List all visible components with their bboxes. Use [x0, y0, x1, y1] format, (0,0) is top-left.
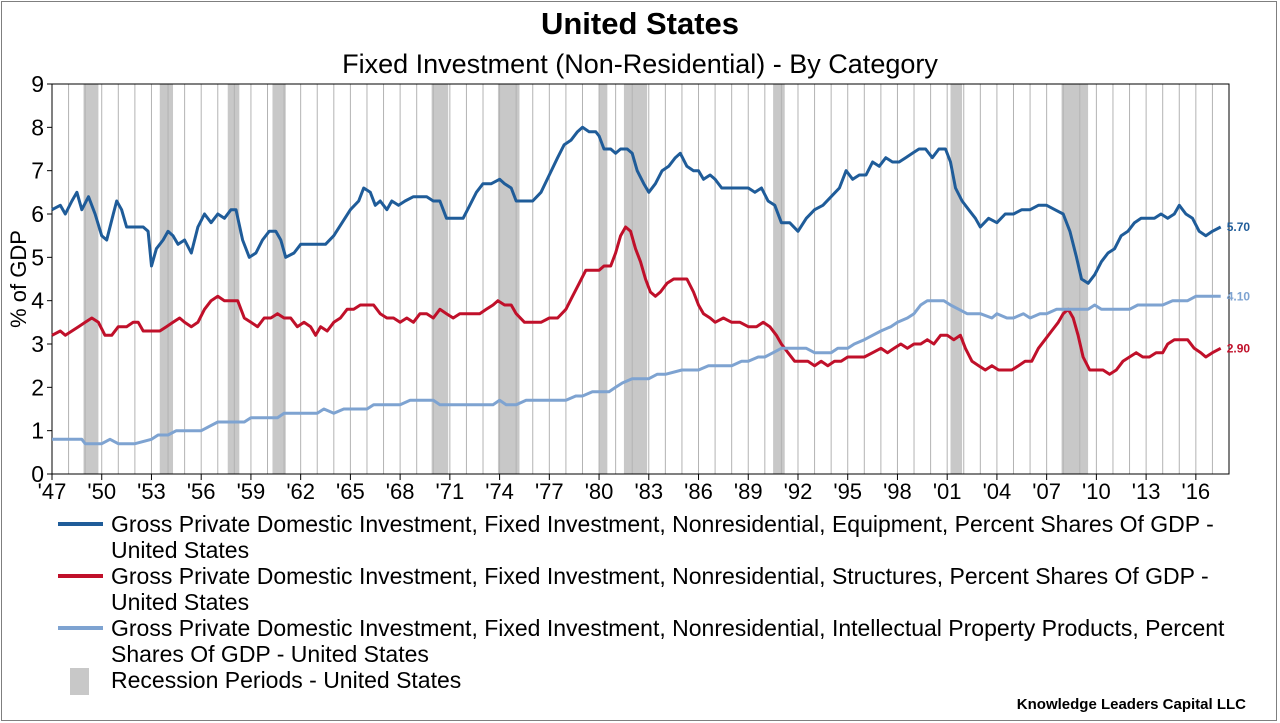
x-tick-label: '07	[1032, 479, 1061, 504]
x-tick-label: '98	[883, 479, 912, 504]
recession-band	[431, 84, 449, 474]
legend-swatch-equipment	[58, 522, 103, 526]
x-tick-label: '65	[336, 479, 365, 504]
source-note: Knowledge Leaders Capital LLC	[1016, 696, 1246, 713]
legend-swatch-ip-products	[58, 626, 103, 630]
x-tick-label: '04	[983, 479, 1012, 504]
legend-label-recessions: Recession Periods - United States	[111, 667, 462, 693]
y-tick-label: 2	[31, 374, 44, 400]
x-tick-label: '92	[784, 479, 813, 504]
x-tick-label: '68	[386, 479, 415, 504]
x-tick-label: '95	[833, 479, 862, 504]
series-line-1	[51, 225, 1222, 376]
legend-swatch-recessions	[70, 668, 89, 695]
recession-band	[623, 84, 648, 474]
recession-band	[227, 84, 240, 474]
x-tick-label: '56	[187, 479, 216, 504]
y-tick-label: 1	[31, 418, 44, 444]
recession-band	[599, 84, 608, 474]
x-tick-label: '53	[137, 479, 166, 504]
y-tick-label: 7	[31, 158, 44, 184]
series-end-label-0: 5.70	[1227, 220, 1251, 234]
recession-band	[159, 84, 174, 474]
recession-band	[83, 84, 99, 474]
chart-legend: Gross Private Domestic Investment, Fixed…	[58, 511, 1273, 695]
x-tick-label: '89	[734, 479, 763, 504]
x-tick-label: '16	[1182, 479, 1211, 504]
x-tick-label: '50	[87, 479, 116, 504]
x-tick-label: '62	[286, 479, 315, 504]
x-tick-label: '86	[684, 479, 713, 504]
legend-label-structures: Gross Private Domestic Investment, Fixed…	[111, 563, 1209, 615]
recession-band	[773, 84, 785, 474]
recession-band	[272, 84, 286, 474]
series-line-0	[51, 125, 1222, 285]
y-tick-label: 6	[31, 201, 44, 227]
series-end-label-1: 2.90	[1227, 341, 1251, 355]
y-tick-label: 0	[31, 461, 44, 487]
chart-title: United States	[540, 6, 740, 41]
x-tick-label: '77	[535, 479, 564, 504]
series-line-2	[52, 294, 1221, 446]
y-tick-label: 9	[31, 71, 44, 97]
recession-band	[950, 84, 963, 474]
legend-item-structures: Gross Private Domestic Investment, Fixed…	[58, 563, 1273, 615]
legend-item-ip-products: Gross Private Domestic Investment, Fixed…	[58, 615, 1273, 667]
x-tick-label: '71	[436, 479, 465, 504]
x-tick-label: '80	[585, 479, 614, 504]
legend-item-equipment: Gross Private Domestic Investment, Fixed…	[58, 511, 1273, 563]
x-tick-label: '01	[933, 479, 962, 504]
series-end-label-2: 4.10	[1227, 289, 1251, 303]
legend-item-recessions: Recession Periods - United States	[58, 667, 1273, 695]
plot-area-border	[51, 83, 1230, 475]
y-axis-label: % of GDP	[6, 230, 31, 328]
chart-subtitle: Fixed Investment (Non-Residential) - By …	[342, 49, 938, 79]
legend-label-equipment: Gross Private Domestic Investment, Fixed…	[111, 511, 1214, 563]
y-tick-label: 8	[31, 114, 44, 140]
x-tick-label: '13	[1132, 479, 1161, 504]
legend-label-ip-products: Gross Private Domestic Investment, Fixed…	[111, 615, 1225, 667]
y-tick-label: 4	[31, 288, 44, 314]
x-tick-label: '10	[1082, 479, 1111, 504]
legend-swatch-structures	[58, 574, 103, 578]
y-tick-label: 5	[31, 244, 44, 270]
x-tick-label: '83	[634, 479, 663, 504]
x-tick-label: '74	[485, 479, 514, 504]
x-tick-label: '59	[237, 479, 266, 504]
x-tick-label: '47	[38, 479, 67, 504]
y-tick-label: 3	[31, 331, 44, 357]
